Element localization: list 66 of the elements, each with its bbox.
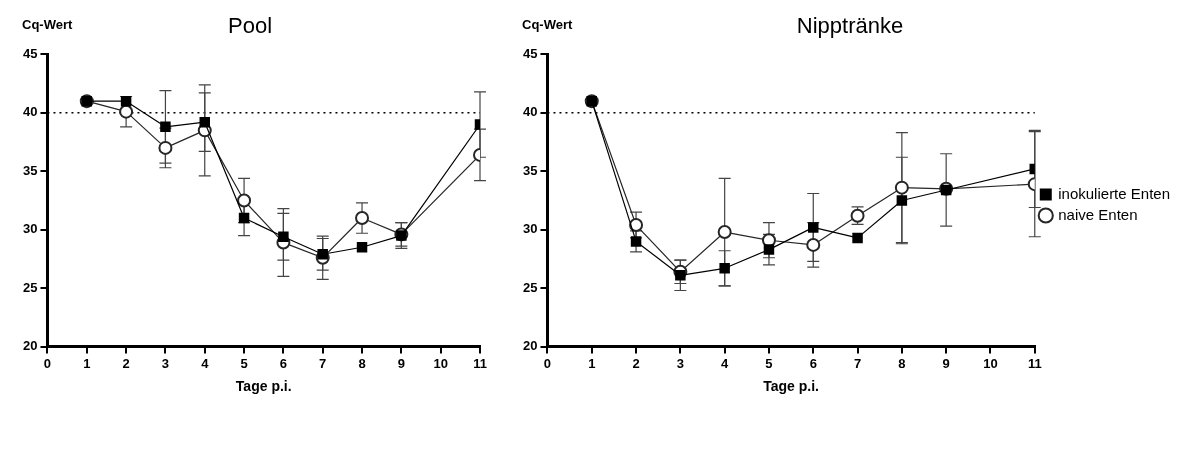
point — [158, 140, 173, 155]
x-tick-label: 1 — [83, 355, 91, 371]
x-tick-label: 9 — [942, 355, 950, 371]
y-tick-label: 35 — [522, 162, 538, 178]
point — [717, 225, 732, 240]
x-tick-label: 9 — [397, 355, 405, 371]
point — [675, 270, 686, 281]
point — [763, 244, 775, 255]
point — [317, 249, 328, 260]
legend-label: inokulierte Enten — [1058, 184, 1171, 202]
x-axis-title: Tage p.i. — [763, 378, 819, 395]
x-tick-label: 4 — [201, 355, 210, 371]
point — [852, 232, 863, 244]
chart-title: Nipptränke — [796, 13, 904, 39]
x-tick-label: 5 — [240, 355, 248, 371]
x-tick-label: 11 — [473, 355, 487, 371]
x-tick-label: 3 — [161, 355, 170, 371]
x-tick-label: 2 — [122, 355, 130, 371]
x-tick-label: 10 — [433, 355, 448, 371]
point — [199, 116, 210, 128]
x-axis-title: Tage p.i. — [235, 378, 292, 395]
point — [238, 212, 250, 224]
point — [719, 263, 730, 274]
point — [356, 242, 368, 253]
x-tick-label: 4 — [721, 355, 730, 371]
x-tick-label: 1 — [588, 355, 596, 371]
x-tick-label: 3 — [676, 355, 684, 371]
x-tick-label: 5 — [765, 355, 773, 371]
y-tick-label: 45 — [522, 45, 538, 61]
x-tick-label: 8 — [358, 355, 366, 371]
point — [894, 180, 909, 195]
chart-title: Pool — [227, 13, 273, 39]
y-tick-label: 45 — [22, 45, 38, 61]
x-tick-label: 7 — [319, 355, 327, 371]
x-tick-label: 11 — [1027, 355, 1042, 371]
x-tick-label: 10 — [983, 355, 998, 371]
y-tick-label: 40 — [522, 104, 538, 120]
y-tick-label: 35 — [22, 162, 38, 178]
y-axis-title: Cq-Wert — [22, 16, 73, 32]
y-tick-label: 20 — [22, 338, 38, 354]
point — [355, 211, 370, 226]
point — [629, 218, 644, 233]
x-tick-label: 2 — [632, 355, 640, 371]
point — [160, 121, 171, 133]
y-tick-label: 30 — [522, 221, 538, 237]
x-tick-label: 0 — [543, 355, 552, 371]
point — [808, 222, 819, 233]
x-tick-label: 6 — [809, 355, 817, 371]
x-tick-label: 8 — [898, 355, 906, 371]
y-tick-label: 20 — [522, 338, 538, 354]
x-tick-label: 6 — [279, 355, 288, 371]
point — [119, 104, 134, 119]
point — [278, 231, 289, 242]
y-tick-label: 40 — [22, 104, 38, 120]
point — [896, 195, 908, 206]
y-tick-label: 30 — [22, 221, 38, 237]
legend-label: naive Enten — [1058, 205, 1138, 223]
point — [120, 95, 132, 107]
point — [630, 236, 642, 247]
point — [806, 237, 821, 252]
point — [237, 193, 252, 208]
y-tick-label: 25 — [22, 279, 38, 295]
x-tick-label: 7 — [853, 355, 862, 371]
y-tick-label: 25 — [522, 279, 538, 295]
y-axis-title: Cq-Wert — [522, 16, 573, 32]
x-tick-label: 0 — [43, 355, 52, 371]
